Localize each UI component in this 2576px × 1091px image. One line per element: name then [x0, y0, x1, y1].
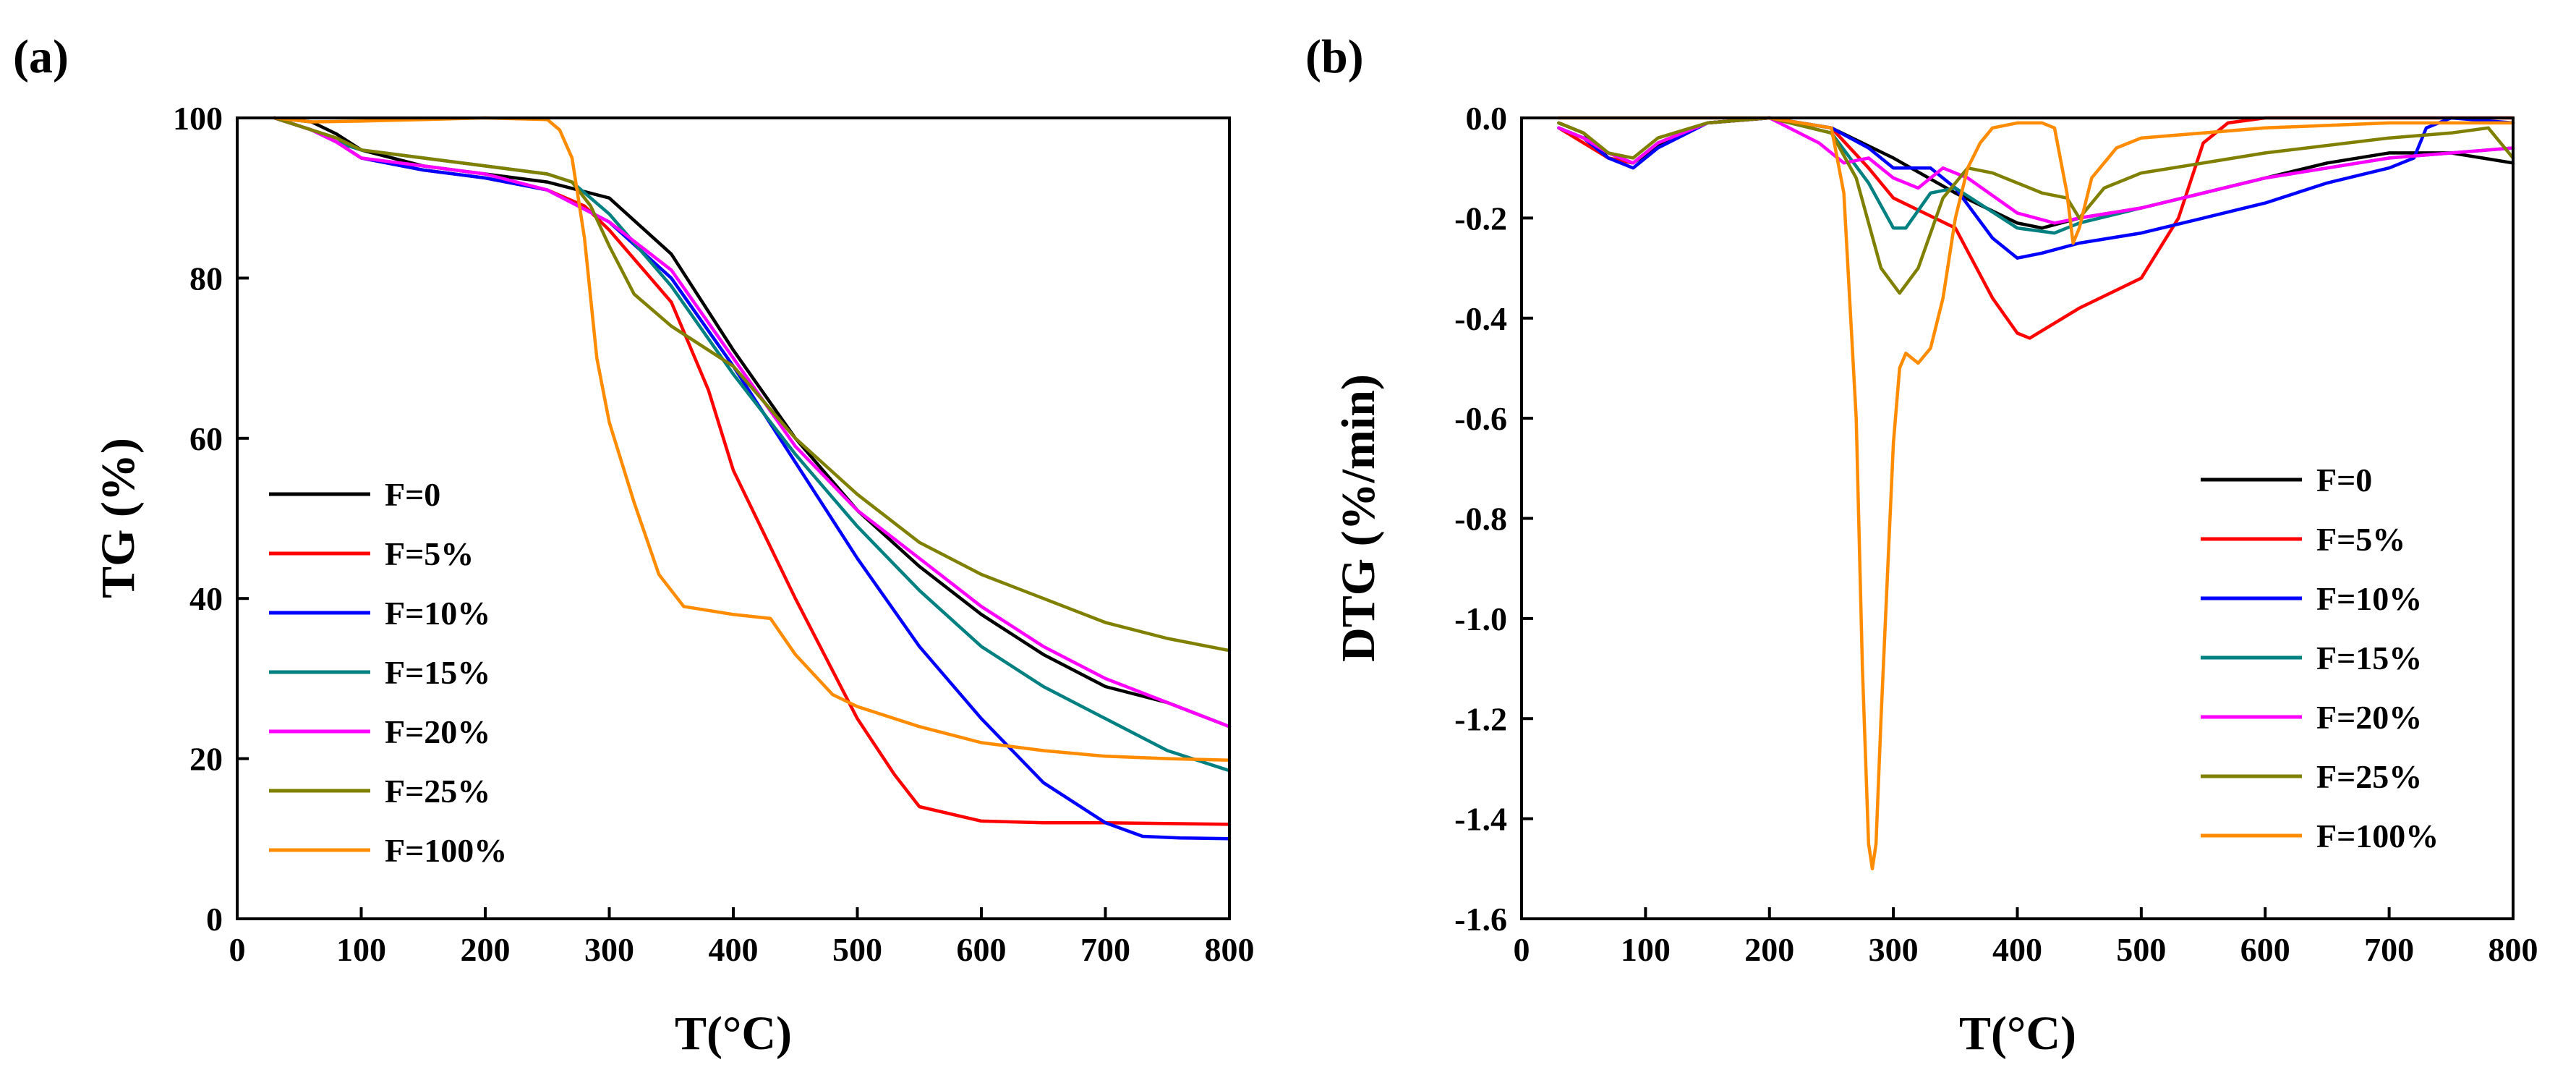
- y-tick-label: 100: [173, 100, 223, 137]
- x-axis-title: T(°C): [1959, 1007, 2076, 1060]
- series-line-f-100-: [1557, 116, 2515, 871]
- x-tick-label: 500: [2116, 931, 2166, 968]
- y-tick-label: -0.2: [1454, 200, 1507, 237]
- series-line-f-25-: [273, 116, 1232, 653]
- legend-label: F=10%: [2316, 580, 2422, 617]
- x-tick-label: 800: [1205, 931, 1255, 968]
- y-axis-title: TG (%): [92, 438, 145, 598]
- x-tick-label: 400: [709, 931, 759, 968]
- chart-a-tg: 0 100 200 300 400 500 600 700 800 0 20 40 60 80 100 T(°…: [92, 100, 1255, 1060]
- legend-label: F=20%: [385, 713, 490, 750]
- x-tick-label: 600: [957, 931, 1007, 968]
- legend-label: F=20%: [2316, 699, 2422, 736]
- legend: F=0 F=5% F=10% F=15% F=20% F=25% F=100%: [269, 476, 507, 869]
- series-line-f-25-: [1557, 116, 2515, 295]
- legend-label: F=0: [385, 476, 440, 513]
- plot-frame: [1520, 116, 2515, 920]
- panel-a-label: (a): [13, 30, 69, 83]
- legend-label: F=10%: [385, 595, 490, 632]
- legend-label: F=15%: [385, 654, 490, 691]
- x-tick-label: 200: [461, 931, 511, 968]
- y-tick-label: 20: [189, 741, 223, 778]
- series-line-f-20-: [1557, 116, 2515, 225]
- x-tick-label: 100: [336, 931, 386, 968]
- legend-label: F=25%: [2316, 758, 2422, 795]
- y-tick-label: -0.4: [1454, 300, 1507, 337]
- y-tick-label: -1.0: [1454, 600, 1507, 637]
- y-tick-label: -1.4: [1454, 801, 1507, 838]
- x-tick-label: 100: [1621, 931, 1671, 968]
- x-axis-title: T(°C): [675, 1007, 792, 1060]
- y-tick-label: -0.8: [1454, 501, 1507, 538]
- y-tick-label: 80: [189, 260, 223, 297]
- x-tick-label: 300: [584, 931, 634, 968]
- x-tick-label: 400: [1992, 931, 2042, 968]
- x-tick-label: 700: [2364, 931, 2414, 968]
- panel-b-label: (b): [1305, 30, 1364, 83]
- x-tick-label: 300: [1869, 931, 1919, 968]
- legend-label: F=5%: [2316, 521, 2405, 558]
- y-tick-label: 0.0: [1466, 100, 1508, 137]
- x-tick-label: 800: [2488, 931, 2538, 968]
- series-line-f-0: [273, 116, 1232, 729]
- x-tick-label: 500: [832, 931, 882, 968]
- x-tick-label: 0: [1514, 931, 1530, 968]
- y-tick-label: 40: [189, 580, 223, 617]
- x-tick-label: 700: [1080, 931, 1130, 968]
- y-tick-label: 60: [189, 420, 223, 457]
- y-tick-label: 0: [206, 901, 223, 938]
- y-axis-title: DTG (%/min): [1332, 374, 1385, 662]
- legend-label: F=25%: [385, 773, 490, 810]
- y-tick-label: -1.6: [1454, 901, 1507, 938]
- legend-label: F=5%: [385, 535, 474, 572]
- series-line-f-20-: [273, 116, 1232, 729]
- y-tick-label: -0.6: [1454, 400, 1507, 437]
- chart-b-dtg: 0 100 200 300 400 500 600 700 800 0.0 -0.2 -0.4 -0.6…: [1332, 100, 2538, 1060]
- legend-label: F=100%: [385, 832, 507, 869]
- series-line-f-15-: [1557, 116, 2515, 235]
- x-tick-label: 0: [229, 931, 246, 968]
- x-tick-label: 200: [1744, 931, 1794, 968]
- legend-label: F=0: [2316, 462, 2372, 498]
- legend-label: F=100%: [2316, 818, 2439, 854]
- x-tick-label: 600: [2240, 931, 2290, 968]
- legend-label: F=15%: [2316, 640, 2422, 676]
- series-line-f-10-: [1557, 116, 2515, 260]
- y-tick-label: -1.2: [1454, 700, 1507, 737]
- legend: F=0 F=5% F=10% F=15% F=20% F=25% F=100%: [2201, 462, 2439, 854]
